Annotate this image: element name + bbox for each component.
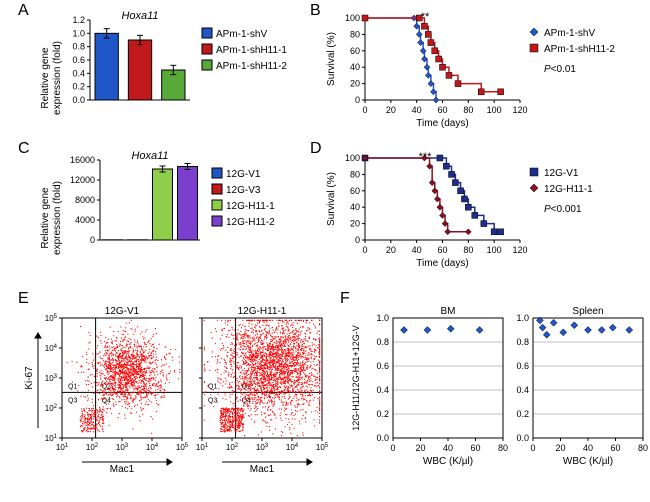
svg-text:16000: 16000 — [70, 155, 95, 165]
svg-text:104: 104 — [45, 344, 58, 353]
svg-text:expression (fold): expression (fold) — [52, 181, 63, 255]
svg-text:104: 104 — [146, 443, 159, 452]
svg-text:0: 0 — [90, 235, 95, 245]
svg-text:12G-H11-1: 12G-H11-1 — [544, 184, 593, 195]
svg-text:12G-V1: 12G-V1 — [226, 169, 261, 180]
chart-D: 0 20 40 60 80 100 0 20 40 60 80 100 120 Survival (%) T… — [320, 148, 650, 268]
svg-text:12G-H11-1: 12G-H11-1 — [226, 201, 275, 212]
svg-text:101: 101 — [56, 443, 69, 452]
svg-text:0: 0 — [355, 235, 360, 245]
svg-text:Mac1: Mac1 — [110, 464, 135, 475]
svg-text:Q1: Q1 — [68, 383, 77, 390]
svg-text:1.0: 1.0 — [72, 28, 85, 38]
svg-text:12G-V3: 12G-V3 — [226, 185, 261, 196]
svg-text:APm-1-shH11-1: APm-1-shH11-1 — [216, 45, 287, 56]
svg-text:Relative gene: Relative gene — [40, 47, 51, 109]
figure-root: A 0.0 0.2 0.4 0.6 0.8 1.0 1.2 Hoxa11 Relative ge… — [0, 0, 650, 502]
svg-text:***: *** — [419, 151, 433, 163]
svg-text:Q3: Q3 — [208, 397, 217, 404]
svg-text:104: 104 — [286, 443, 299, 452]
svg-text:120: 120 — [512, 245, 527, 255]
svg-text:103: 103 — [45, 374, 58, 383]
svg-text:100: 100 — [345, 13, 360, 23]
svg-text:80: 80 — [350, 169, 360, 179]
svg-text:0.2: 0.2 — [72, 82, 85, 92]
svg-text:100: 100 — [345, 153, 360, 163]
svg-text:Q3: Q3 — [68, 397, 77, 404]
chart-B: 0 20 40 60 80 100 0 20 40 60 80 100 120 Survival (%) T… — [320, 8, 650, 128]
svg-text:Q4: Q4 — [102, 397, 111, 404]
svg-text:80: 80 — [463, 105, 473, 115]
svg-text:20: 20 — [386, 105, 396, 115]
svg-text:12G-H11-2: 12G-H11-2 — [226, 217, 275, 228]
chart-E: 12G-V1101101102102103103104104105105Q1Q2… — [22, 300, 332, 490]
svg-text:P<0.01: P<0.01 — [544, 64, 576, 75]
svg-text:40: 40 — [350, 62, 360, 72]
svg-text:0.4: 0.4 — [72, 68, 85, 78]
svg-text:4000: 4000 — [75, 215, 95, 225]
svg-text:0.8: 0.8 — [72, 42, 85, 52]
svg-text:105: 105 — [176, 443, 189, 452]
svg-text:Hoxa11: Hoxa11 — [121, 10, 158, 22]
svg-text:40: 40 — [412, 245, 422, 255]
svg-text:12000: 12000 — [70, 175, 95, 185]
svg-text:Relative gene: Relative gene — [40, 187, 51, 249]
svg-text:0.6: 0.6 — [72, 55, 85, 65]
panel-label-A: A — [18, 2, 29, 20]
svg-text:expression (fold): expression (fold) — [52, 41, 63, 115]
svg-text:APm-1-shH11-2: APm-1-shH11-2 — [216, 61, 287, 72]
svg-text:0.0: 0.0 — [72, 95, 85, 105]
svg-text:Survival (%): Survival (%) — [326, 32, 337, 86]
svg-text:20: 20 — [350, 79, 360, 89]
svg-text:60: 60 — [437, 105, 447, 115]
svg-text:Q1: Q1 — [208, 383, 217, 390]
svg-text:105: 105 — [45, 314, 58, 323]
svg-text:APm-1-shV: APm-1-shV — [216, 29, 267, 40]
chart-A: 0.0 0.2 0.4 0.6 0.8 1.0 1.2 Hoxa11 Relative gene… — [30, 8, 300, 123]
svg-text:12G-V1: 12G-V1 — [544, 168, 579, 179]
svg-text:1.2: 1.2 — [72, 15, 85, 25]
svg-text:20: 20 — [350, 219, 360, 229]
svg-text:103: 103 — [256, 443, 269, 452]
svg-text:0: 0 — [362, 245, 367, 255]
svg-text:**: ** — [421, 11, 430, 23]
svg-text:Time (days): Time (days) — [416, 258, 468, 268]
svg-text:Hoxa11: Hoxa11 — [131, 150, 168, 162]
svg-text:102: 102 — [45, 404, 58, 413]
svg-text:101: 101 — [45, 434, 58, 443]
svg-text:8000: 8000 — [75, 195, 95, 205]
svg-text:12G-V1: 12G-V1 — [105, 306, 140, 317]
chart-C: 0 4000 8000 12000 16000 Hoxa11 Relative geneex… — [30, 148, 310, 263]
svg-text:0: 0 — [355, 95, 360, 105]
svg-text:Survival (%): Survival (%) — [326, 172, 337, 226]
svg-text:102: 102 — [226, 443, 239, 452]
panel-label-C: C — [18, 140, 30, 158]
svg-text:40: 40 — [412, 105, 422, 115]
svg-text:100: 100 — [487, 245, 502, 255]
svg-text:80: 80 — [350, 29, 360, 39]
svg-text:102: 102 — [86, 443, 99, 452]
svg-text:60: 60 — [437, 245, 447, 255]
svg-text:12G-H11-1: 12G-H11-1 — [238, 306, 287, 317]
chart-F: BM0.00.20.40.60.81.0020406080WBC (K/µl)S… — [345, 300, 650, 490]
svg-text:0: 0 — [362, 105, 367, 115]
svg-text:20: 20 — [386, 245, 396, 255]
svg-text:APm-1-shH11-2: APm-1-shH11-2 — [544, 44, 615, 55]
svg-text:60: 60 — [350, 46, 360, 56]
svg-text:Time (days): Time (days) — [416, 118, 468, 128]
svg-text:APm-1-shV: APm-1-shV — [544, 28, 595, 39]
svg-text:60: 60 — [350, 186, 360, 196]
svg-text:120: 120 — [512, 105, 527, 115]
svg-text:100: 100 — [487, 105, 502, 115]
svg-text:103: 103 — [116, 443, 129, 452]
svg-text:80: 80 — [463, 245, 473, 255]
svg-text:P<0.001: P<0.001 — [544, 204, 582, 215]
svg-text:40: 40 — [350, 202, 360, 212]
svg-text:105: 105 — [316, 443, 329, 452]
svg-text:101: 101 — [196, 443, 209, 452]
